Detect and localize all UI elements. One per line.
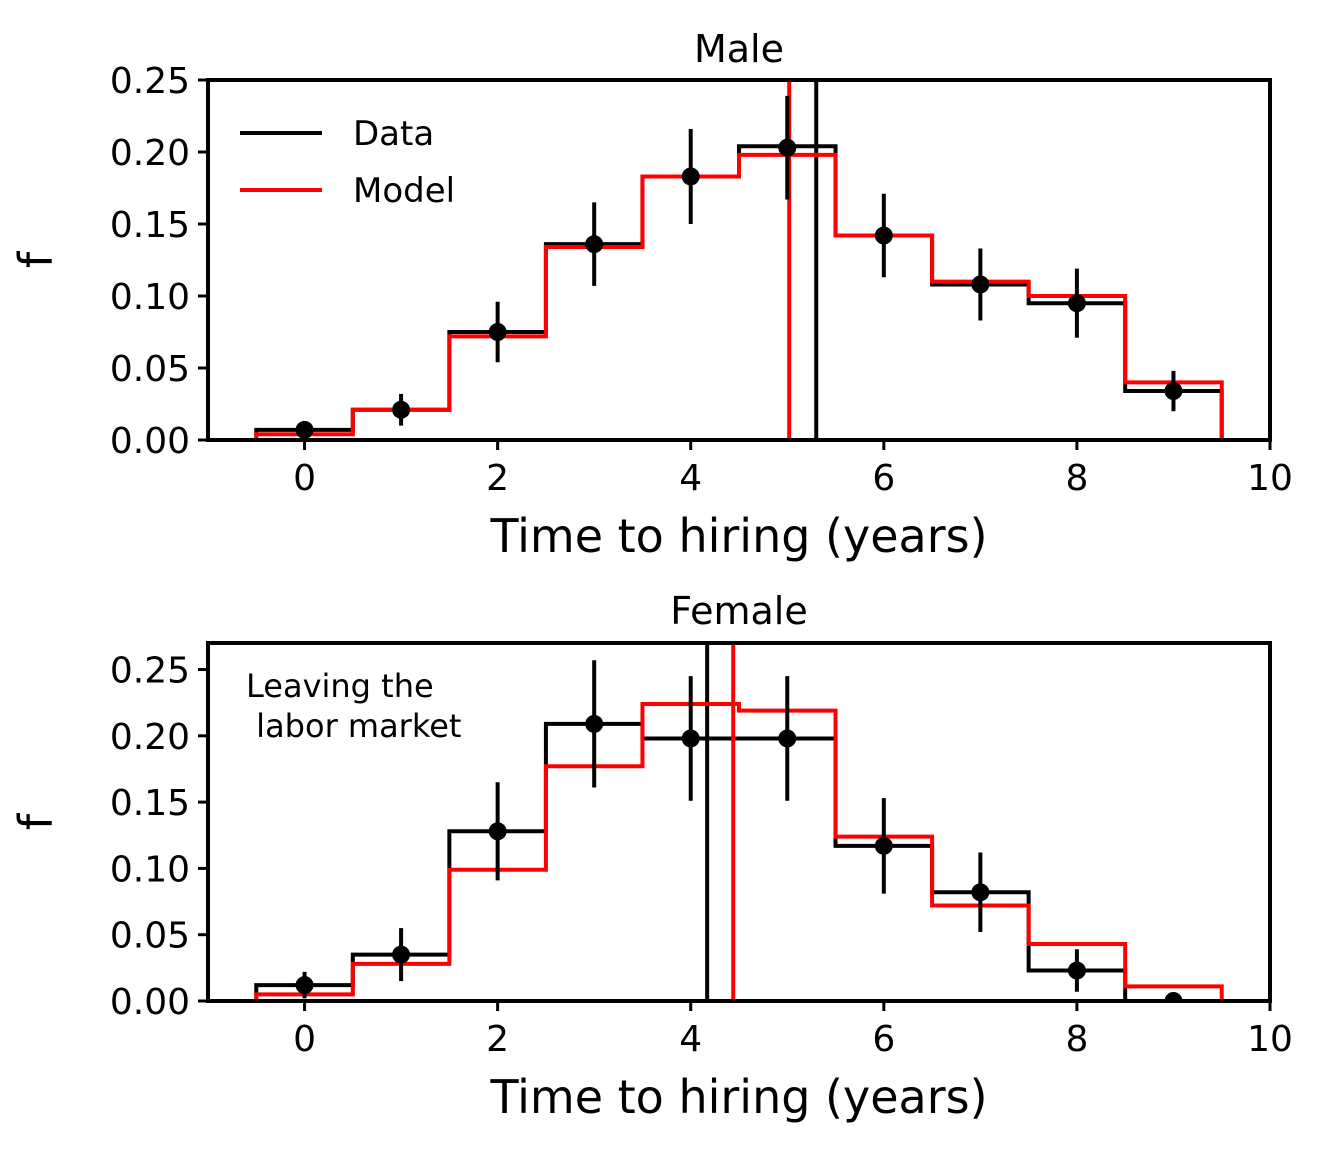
y-tick-label: 0.25 [110,61,190,102]
data-point [585,235,604,254]
x-tick-label: 0 [293,458,316,499]
data-point [971,275,990,294]
male-panel: 0 2 4 6 8 10 0.00 0.05 0.10 0.15 0.20 0.25 Male Time … [9,27,1293,563]
x-tick-label: 10 [1247,1019,1293,1060]
y-tick-label: 0.05 [110,349,190,390]
data-point [295,420,314,439]
data-point [681,167,700,186]
data-legend-label: Data [353,114,434,154]
y-tick-label: 0.20 [110,717,190,758]
female-panel: 0 2 4 6 8 10 0.00 0.05 0.10 0.15 0.20 0.25 Female Tim… [9,589,1293,1124]
data-point [488,822,507,841]
data-point [295,976,314,995]
data-point [585,714,604,733]
data-point [392,400,411,419]
y-tick-label: 0.15 [110,205,190,246]
y-tick-label: 0.10 [110,277,190,318]
data-point [392,945,411,964]
y-axis-title: f [9,812,63,830]
axes-frame [206,641,1272,1003]
x-tick-label: 4 [679,1019,702,1060]
data-point [778,138,797,157]
data-point [488,323,507,341]
data-point [971,883,990,902]
y-tick-label: 0.00 [110,982,190,1023]
panel-title: Female [670,589,807,633]
y-axis-title: f [9,250,63,268]
x-tick-label: 8 [1065,1019,1088,1060]
y-tick-label: 0.00 [110,421,190,462]
y-tick-label: 0.15 [110,783,190,824]
x-axis-title: Time to hiring (years) [489,509,987,563]
y-tick-label: 0.20 [110,133,190,174]
x-tick-label: 0 [293,1019,316,1060]
x-tick-label: 4 [679,458,702,499]
data-point [874,836,893,855]
x-axis-title: Time to hiring (years) [489,1070,987,1124]
data-point [1067,961,1086,980]
legend: Data Model [240,114,455,211]
annotation-text: Leaving the [246,667,434,705]
panel-title: Male [694,27,784,71]
plot-area [254,643,1224,1001]
data-point [1067,294,1086,313]
annotation-text: labor market [246,707,461,745]
data-point [778,729,797,748]
y-tick-label: 0.25 [110,651,190,692]
data-point [681,729,700,748]
model-legend-label: Model [353,171,455,211]
x-tick-label: 6 [872,458,895,499]
data-point [1164,992,1183,1001]
x-tick-label: 8 [1065,458,1088,499]
x-tick-label: 10 [1247,458,1293,499]
x-tick-label: 2 [486,1019,509,1060]
axes-frame [206,78,1272,442]
x-tick-label: 6 [872,1019,895,1060]
x-tick-label: 2 [486,458,509,499]
data-point [1164,382,1183,401]
y-tick-label: 0.05 [110,916,190,957]
y-tick-label: 0.10 [110,849,190,890]
data-point [874,226,893,245]
plot-area [254,80,1224,440]
